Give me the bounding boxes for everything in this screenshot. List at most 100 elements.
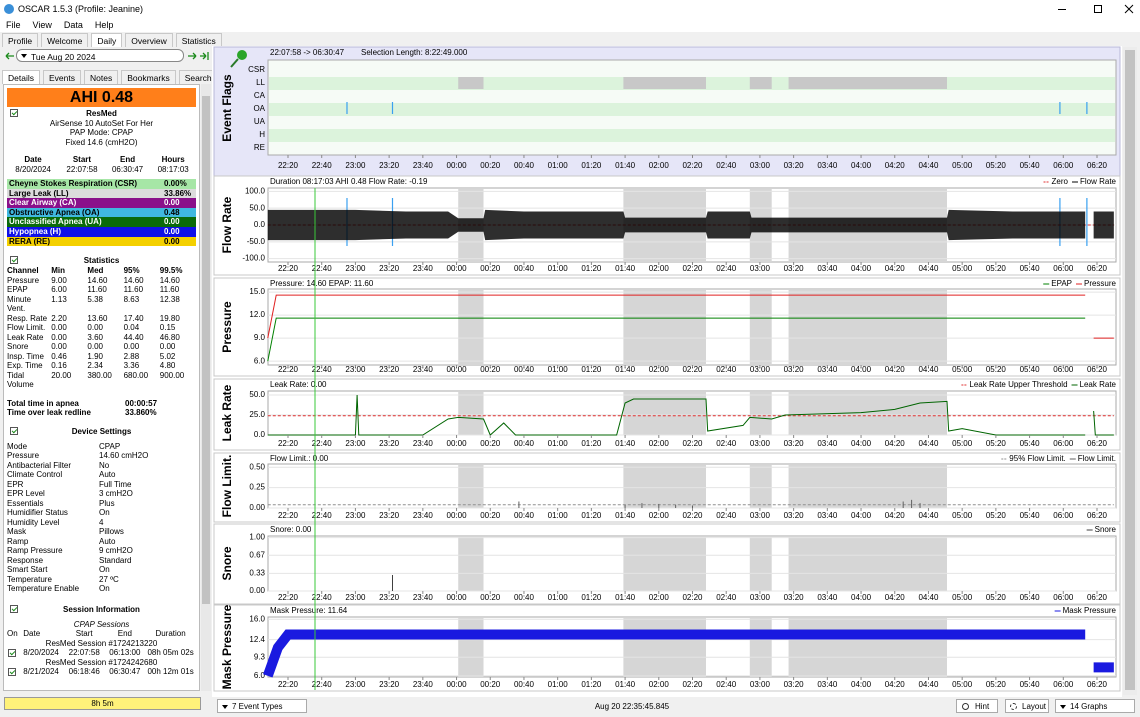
maximize-button[interactable] [1094,5,1102,13]
cell: 2.34 [87,361,103,371]
x-tick-label: 23:40 [413,593,434,602]
scrollbar[interactable] [1123,47,1137,695]
x-tick-label: 06:00 [1053,680,1074,689]
checkbox[interactable] [10,256,18,265]
cell: Pressure [7,451,40,461]
graph-area: Event Flags 22:07:58 -> 06:30:47 Selection… [212,46,1122,697]
tab[interactable]: Welcome [41,33,89,47]
cell: No [99,460,110,470]
x-tick-label: 23:20 [379,593,400,602]
x-tick-label: 00:40 [514,264,535,273]
x-tick-label: 01:20 [581,511,602,520]
event-types-dropdown[interactable]: 7 Event Types [217,699,307,713]
header-cell: End [117,629,132,639]
summary-table: Date Start End Hours 8/20/2024 22:07:58 06:30:… [7,155,196,174]
large-leak-span [623,537,706,591]
cell: 0.00 [51,332,67,342]
menu-item[interactable]: File [6,20,21,30]
checkbox[interactable] [10,109,18,117]
x-tick-label: 03:40 [817,161,838,170]
event-row: Unclassified Apnea (UA) 0.00 [7,217,196,227]
cell: 12.38 [159,294,180,304]
menu-item[interactable]: View [32,20,52,30]
graphs-dropdown[interactable]: 14 Graphs [1055,699,1135,713]
checkbox[interactable] [8,668,16,677]
scroll-thumb[interactable] [202,96,210,604]
checkbox[interactable] [10,604,18,613]
scroll-thumb[interactable] [1125,50,1135,690]
flag-row-label: LL [256,78,265,87]
cell: EPR Level [7,489,45,499]
x-tick-label: 01:40 [615,161,636,170]
large-leak-span [749,465,772,508]
cell: 8/20/2024 [15,164,51,174]
graph-header: Duration 08:17:03 AHI 0.48 Flow Rate: -0… [270,177,428,186]
menu-item[interactable]: Data [63,20,83,30]
cell: 9 cmH2O [99,546,133,556]
row: 8/20/2024 22:07:58 06:13:00 08h 05m 02s [7,648,196,658]
cell: 08:17:03 [157,164,189,174]
x-tick-label: 03:00 [750,161,771,170]
graph-title: Snore [220,546,234,580]
event-value: 0.00 [164,198,180,208]
layout-icon [1010,703,1017,710]
x-tick-label: 04:20 [885,365,906,374]
x-tick-label: 04:40 [918,161,939,170]
header-cell: Channel [7,266,39,276]
x-tick-label: 04:20 [885,593,906,602]
row: Exp. Time 0.16 2.34 3.36 4.80 [7,361,196,371]
cell: 13.60 [87,313,108,323]
pressure-setting: Fixed 14.6 (cmH2O) [65,137,138,147]
y-tick-label: 15.0 [249,287,265,296]
scrollbar[interactable] [201,84,211,691]
tab[interactable]: Notes [83,70,119,84]
checkbox[interactable] [10,426,18,435]
tab[interactable]: Events [42,70,81,84]
cell: 44.40 [123,332,144,342]
brand: ResMed [86,109,117,118]
x-tick-label: 05:00 [952,511,973,520]
tab[interactable]: Details [2,70,40,84]
x-tick-label: 02:40 [716,365,737,374]
x-tick-label: 02:00 [649,161,670,170]
x-tick-label: 23:40 [413,511,434,520]
x-tick-label: 02:40 [716,161,737,170]
layout-button[interactable]: Layout [1005,699,1049,713]
minimize-button[interactable] [1058,9,1066,10]
x-tick-label: 01:40 [615,264,636,273]
checkbox[interactable] [8,649,16,658]
tab[interactable]: Statistics [175,33,222,47]
header-cell: Start [75,629,93,639]
large-leak-span [458,537,484,591]
x-tick-label: 05:20 [986,365,1007,374]
x-tick-label: 00:20 [480,161,501,170]
cell: 3 cmH2O [99,489,133,499]
x-tick-label: 04:00 [851,161,872,170]
x-tick-label: 03:20 [784,680,805,689]
cell: Standard [99,555,132,565]
x-tick-label: 05:40 [1020,593,1041,602]
date-picker[interactable]: Tue Aug 20 2024 [16,49,184,62]
hint-button[interactable]: Hint [956,699,998,713]
tab[interactable]: Bookmarks [121,70,176,84]
x-tick-label: 23:20 [379,511,400,520]
cell: 20.00 [51,370,72,380]
close-button[interactable] [1124,4,1134,14]
y-tick-label: -100.0 [242,254,265,263]
menu-item[interactable]: Help [94,20,114,30]
graph-title: Flow Rate [220,196,234,253]
x-tick-label: 05:00 [952,161,973,170]
event-value: 0.48 [164,207,180,217]
tab[interactable]: Daily [91,33,123,47]
cell: Leak Rate [7,332,44,342]
tab[interactable]: Profile [2,33,39,47]
header-cell: Date [23,629,41,639]
tab[interactable]: Overview [125,33,173,47]
x-tick-label: 02:00 [649,680,670,689]
window-title: OSCAR 1.5.3 (Profile: Jeanine) [18,4,144,14]
cell: EPAP [7,285,28,295]
x-tick-label: 02:00 [649,439,670,448]
flag-row-label: H [259,130,265,139]
x-tick-label: 23:00 [345,593,366,602]
series-line [267,294,1114,339]
